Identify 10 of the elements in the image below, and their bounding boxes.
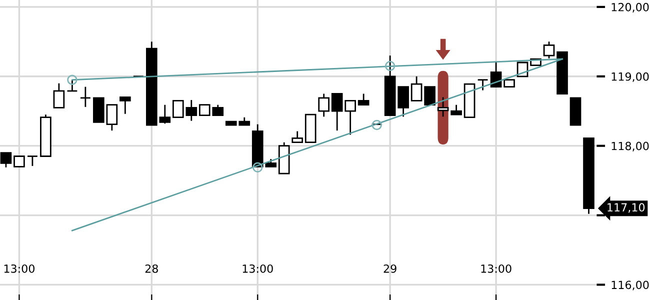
x-tick-label: 28: [145, 264, 158, 273]
y-tick-label: 119,00: [612, 72, 649, 82]
text: 117,10: [608, 203, 645, 213]
x-tick-label: 13:00: [242, 264, 273, 273]
x-tick-label: 13:00: [481, 264, 512, 273]
x-tick-label: 13:00: [4, 264, 34, 273]
x-tick-label: 29: [384, 264, 396, 273]
y-tick-label: 116,00: [612, 280, 649, 290]
y-tick-label: 118,00: [612, 142, 649, 152]
y-tick-label: 120,00: [612, 2, 649, 12]
